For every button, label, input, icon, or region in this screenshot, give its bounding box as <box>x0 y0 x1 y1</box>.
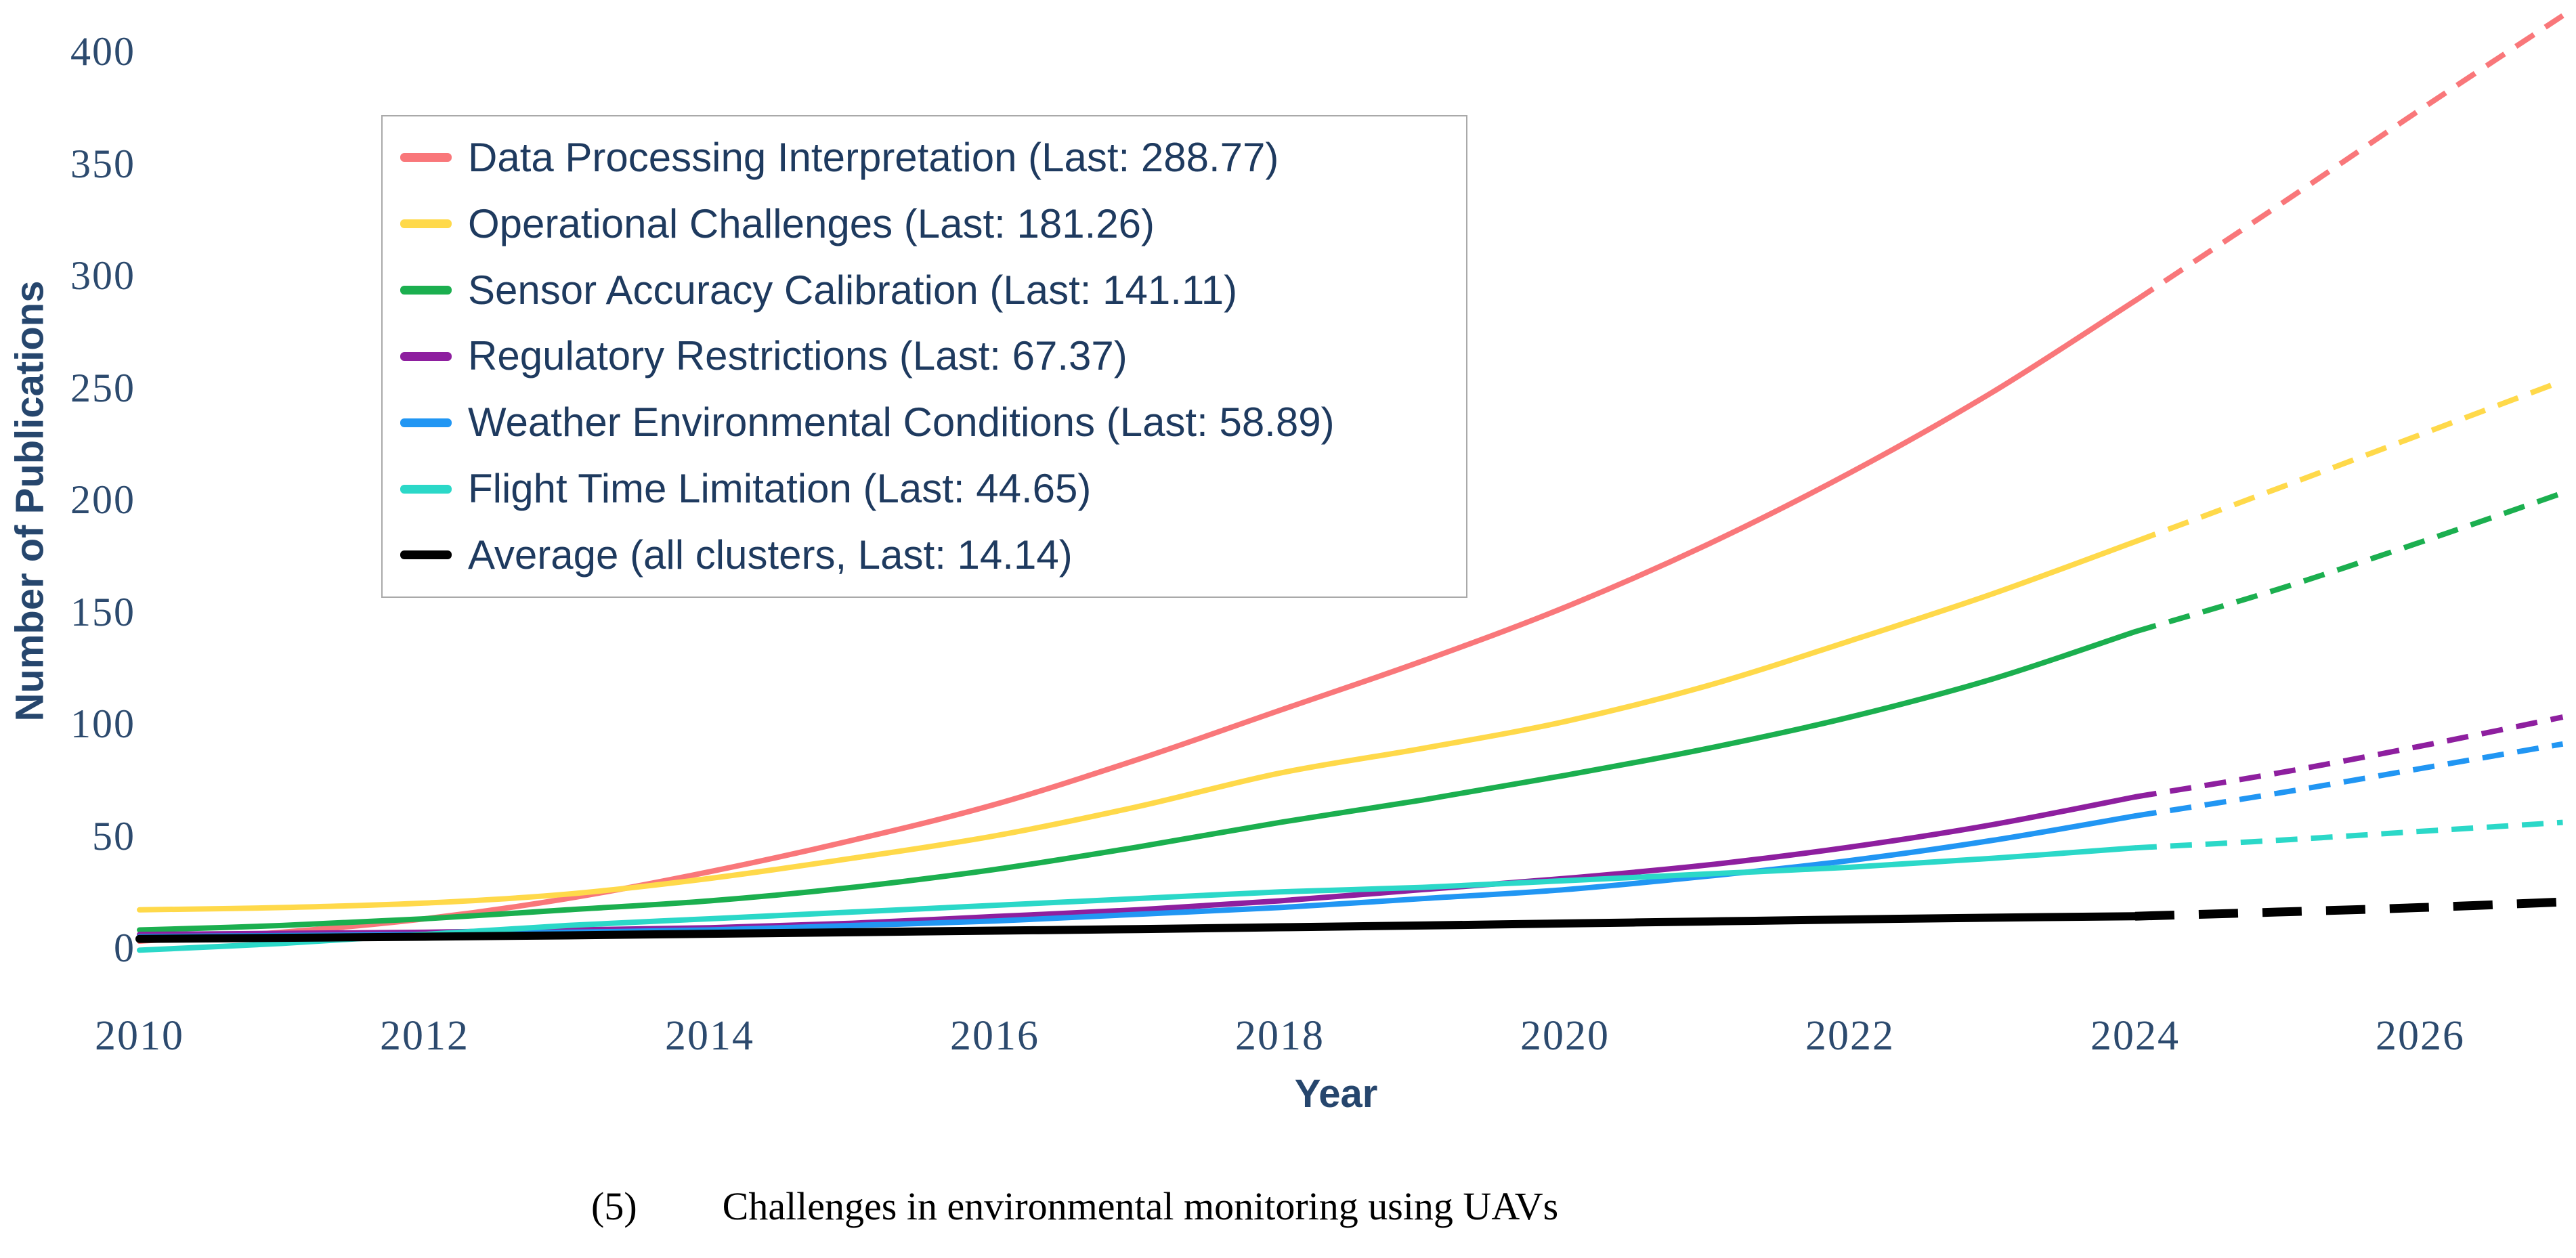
x-tick-label: 2026 <box>2376 1013 2465 1059</box>
x-tick-label: 2020 <box>1520 1013 1610 1059</box>
caption-number: (5) <box>591 1184 637 1228</box>
legend-item-sensor-accuracy-calibration: Sensor Accuracy Calibration (Last: 141.1… <box>400 267 1466 313</box>
x-tick-label: 2018 <box>1235 1013 1325 1059</box>
x-tick-label: 2016 <box>950 1013 1039 1059</box>
figure-caption: (5) Challenges in environmental monitori… <box>591 1184 1558 1229</box>
x-tick-label: 2024 <box>2090 1013 2180 1059</box>
legend-swatch-data-processing-interpretation <box>400 153 452 162</box>
series-forecast-sensor-accuracy-calibration <box>2134 490 2564 634</box>
y-tick-label: 0 <box>114 926 135 970</box>
legend-swatch-average-all-clusters <box>400 550 452 560</box>
legend-box: Data Processing Interpretation (Last: 28… <box>381 115 1467 598</box>
legend-label: Average (all clusters, Last: 14.14) <box>468 532 1073 578</box>
caption-text: Challenges in environmental monitoring u… <box>722 1184 1559 1228</box>
series-forecast-flight-time-limitation <box>2134 819 2563 851</box>
legend-item-weather-environmental-conditions: Weather Environmental Conditions (Last: … <box>400 400 1466 445</box>
series-forecast-regulatory-restrictions <box>2134 714 2564 800</box>
series-forecast-operational-challenges <box>2134 378 2564 544</box>
legend-swatch-regulatory-restrictions <box>400 351 452 361</box>
y-tick-label: 100 <box>70 701 135 746</box>
series-line-sensor-accuracy-calibration <box>137 628 2138 933</box>
series-forecast-average-all-clusters <box>2134 897 2563 921</box>
y-tick-label: 400 <box>70 29 135 74</box>
series-forecast-data-processing-interpretation <box>2133 13 2564 303</box>
legend-item-data-processing-interpretation: Data Processing Interpretation (Last: 28… <box>400 135 1466 180</box>
legend-swatch-sensor-accuracy-calibration <box>400 286 452 295</box>
x-tick-label: 2022 <box>1805 1013 1895 1059</box>
x-tick-label: 2014 <box>665 1013 754 1059</box>
y-tick-label: 150 <box>70 589 135 634</box>
y-tick-label: 250 <box>70 365 135 410</box>
series-line-flight-time-limitation <box>137 845 2138 953</box>
legend-item-average-all-clusters: Average (all clusters, Last: 14.14) <box>400 532 1466 578</box>
legend-swatch-operational-challenges <box>400 219 452 229</box>
legend-swatch-weather-environmental-conditions <box>400 418 452 427</box>
x-axis-title: Year <box>1294 1072 1378 1116</box>
y-tick-label: 50 <box>92 813 135 859</box>
legend-label: Data Processing Interpretation (Last: 28… <box>468 134 1279 180</box>
y-tick-label: 200 <box>70 477 135 522</box>
legend-item-operational-challenges: Operational Challenges (Last: 181.26) <box>400 200 1466 246</box>
legend-label: Weather Environmental Conditions (Last: … <box>468 399 1335 446</box>
legend-label: Sensor Accuracy Calibration (Last: 141.1… <box>468 267 1238 313</box>
legend-swatch-flight-time-limitation <box>400 484 452 494</box>
y-tick-label: 350 <box>70 141 135 186</box>
x-tick-label: 2012 <box>380 1013 469 1059</box>
legend-item-regulatory-restrictions: Regulatory Restrictions (Last: 67.37) <box>400 334 1466 378</box>
series-line-operational-challenges <box>137 539 2138 913</box>
legend-label: Regulatory Restrictions (Last: 67.37) <box>468 333 1128 379</box>
x-tick-label: 2010 <box>95 1013 184 1059</box>
legend-item-flight-time-limitation: Flight Time Limitation (Last: 44.65) <box>400 467 1466 511</box>
y-tick-label: 300 <box>70 253 135 298</box>
legend-label: Operational Challenges (Last: 181.26) <box>468 200 1155 246</box>
series-line-data-processing-interpretation <box>137 298 2138 945</box>
series-line-average-all-clusters <box>135 912 2139 943</box>
series-forecast-weather-environmental-conditions <box>2134 741 2564 819</box>
legend-label: Flight Time Limitation (Last: 44.65) <box>468 466 1092 512</box>
